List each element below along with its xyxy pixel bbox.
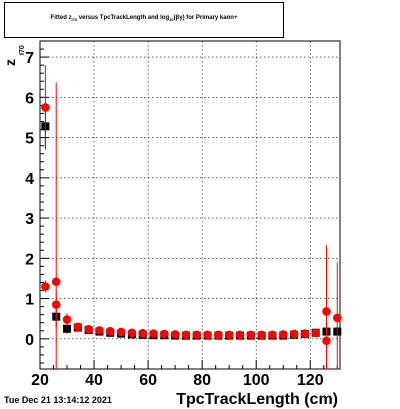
data-point-circle (62, 315, 72, 324)
data-point-circle (51, 300, 61, 309)
y-tick-label: 3 (25, 211, 34, 228)
data-point-circle (51, 277, 61, 286)
title-prefix: Fitted z (50, 15, 72, 21)
grid-lines (39, 41, 340, 369)
data-point-circle (149, 329, 158, 338)
tick-labels: 20 40 60 80 100 120 0 1 2 3 4 5 6 7 (25, 50, 324, 389)
data-point-circle (170, 330, 180, 339)
data-point-circle (311, 328, 320, 338)
data-point-circle (41, 282, 50, 291)
data-point-circle (105, 326, 115, 336)
data-markers (41, 65, 342, 369)
data-point-circle (138, 328, 148, 338)
data-point-circle (160, 329, 169, 339)
y-axis-label: z (2, 59, 18, 66)
data-point-circle (214, 330, 223, 340)
data-point-circle (73, 322, 83, 332)
x-tick-label: 120 (297, 372, 324, 389)
data-point-circle (322, 307, 331, 316)
data-point-circle (181, 330, 191, 340)
data-point-circle (127, 328, 137, 338)
data-point-square (63, 324, 72, 333)
data-point-circle (332, 313, 342, 323)
chart-title: Fitted zI70 versus TpcTrackLength and lo… (5, 15, 283, 22)
data-point-circle (278, 330, 288, 339)
data-point-circle (246, 330, 256, 340)
x-tick-label: 60 (139, 372, 157, 389)
title-middle: versus TpcTrackLength and log (77, 15, 170, 21)
data-point-circle (322, 336, 331, 346)
y-tick-label: 2 (25, 251, 34, 268)
x-tick-label: 80 (193, 372, 211, 389)
data-point-circle (116, 327, 126, 337)
data-point-circle (95, 326, 104, 335)
data-point-circle (224, 330, 234, 340)
data-point-circle (84, 324, 93, 334)
y-tick-label: 0 (25, 332, 34, 349)
data-point-circle (257, 330, 266, 340)
timestamp: Tue Dec 21 13:14:12 2021 (4, 395, 112, 405)
y-tick-label: 5 (25, 131, 34, 148)
x-axis-label: TpcTrackLength (cm) (176, 391, 338, 408)
plot-frame (39, 40, 341, 370)
data-point-circle (268, 330, 277, 340)
y-tick-label: 6 (25, 90, 34, 107)
title-sub-2: 10 (169, 17, 174, 23)
y-axis-label-subscript: I70 (19, 45, 26, 55)
data-point-circle (203, 330, 212, 340)
y-tick-label: 7 (25, 50, 34, 67)
title-tail: (βγ) for Primary kaon+ (173, 15, 238, 21)
y-tick-label: 1 (25, 292, 34, 309)
axis-ticks (39, 48, 338, 369)
data-point-circle (300, 329, 310, 338)
data-point-circle (289, 329, 299, 339)
chart-title-box: Fitted zI70 versus TpcTrackLength and lo… (4, 2, 284, 38)
x-tick-label: 20 (31, 372, 49, 389)
y-tick-label: 4 (25, 171, 34, 188)
data-point-circle (192, 330, 202, 340)
x-tick-label: 100 (243, 372, 270, 389)
data-point-circle (235, 330, 245, 340)
x-tick-label: 40 (85, 372, 103, 389)
data-point-circle (41, 103, 50, 112)
title-sub-1: I70 (71, 17, 78, 23)
